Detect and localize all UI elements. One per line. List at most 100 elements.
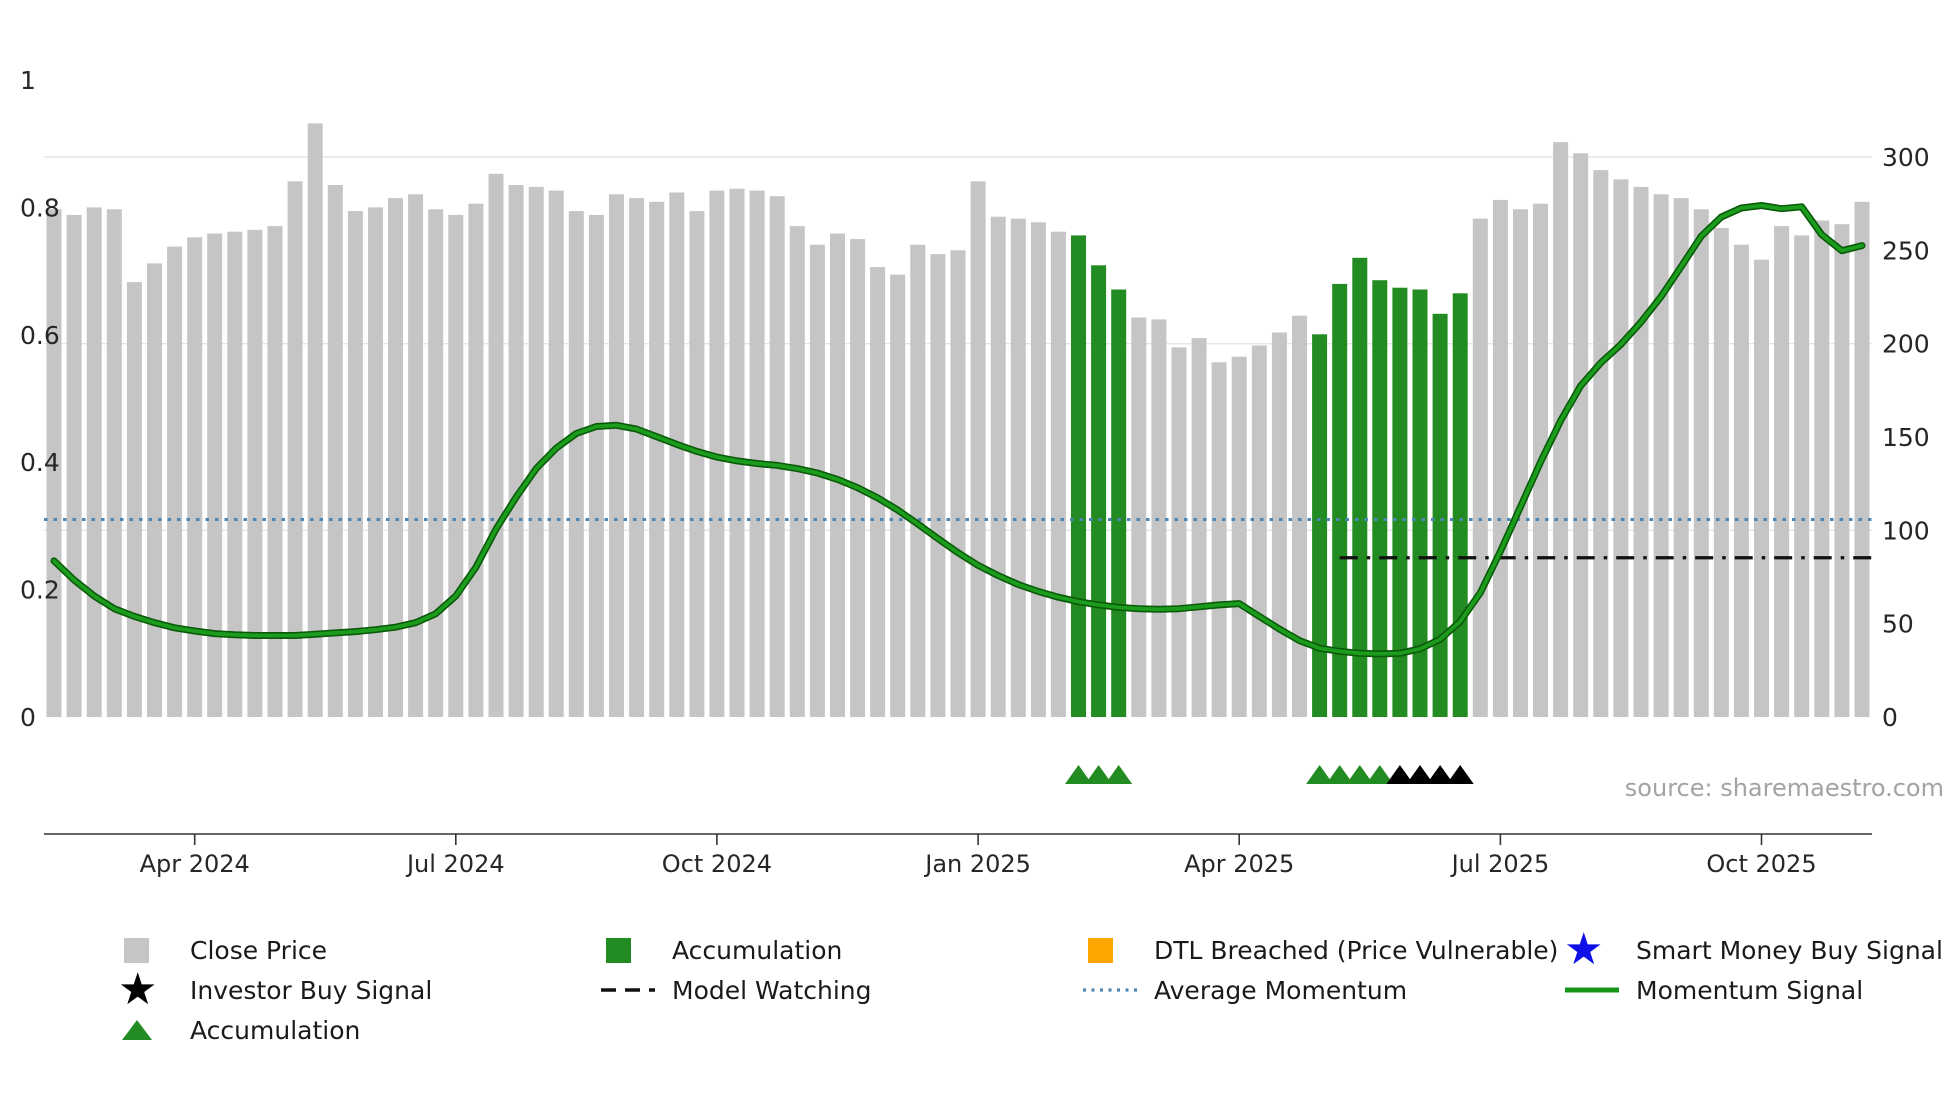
accumulation-marker xyxy=(1326,765,1354,784)
close-price-bar xyxy=(287,181,303,718)
close-price-bar xyxy=(1231,356,1247,717)
x-tick-label: Jan 2025 xyxy=(923,850,1031,878)
close-price-bar xyxy=(46,209,62,718)
legend-item-label: DTL Breached (Price Vulnerable) xyxy=(1154,935,1559,965)
legend-item-label: Average Momentum xyxy=(1154,975,1408,1005)
close-price-bar xyxy=(1673,198,1689,718)
legend-item-label: Investor Buy Signal xyxy=(190,975,433,1005)
close-price-bar xyxy=(548,190,564,718)
left-tick-label: 0.4 xyxy=(20,448,60,477)
close-price-bar xyxy=(1292,315,1307,717)
x-tick-label: Oct 2024 xyxy=(662,850,772,878)
close-price-bar xyxy=(247,229,263,718)
close-price-bar xyxy=(1553,142,1569,718)
close-price-bar xyxy=(749,190,765,718)
accumulation-bar xyxy=(1432,313,1448,717)
close-price-bar xyxy=(207,233,223,717)
investor-buy-marker xyxy=(1406,765,1434,784)
legend-item-smart-money-buy-signal: ★ Smart Money Buy Signal xyxy=(1564,924,1960,975)
close-price-bar xyxy=(488,173,504,718)
accumulation-bar xyxy=(1111,289,1127,717)
legend-item-label: Momentum Signal xyxy=(1636,975,1864,1005)
close-price-bar xyxy=(950,250,966,718)
close-price-bar xyxy=(588,214,604,717)
close-price-bar xyxy=(528,186,544,717)
legend: Close Price Accumulation DTL Breached (Pri… xyxy=(118,924,1960,1050)
close-price-bar xyxy=(428,209,444,718)
close-price-bar xyxy=(649,201,665,718)
x-tick-label: Jul 2024 xyxy=(405,850,505,878)
close-price-bar xyxy=(890,274,906,717)
investor-buy-marker xyxy=(1446,765,1474,784)
momentum-line xyxy=(52,203,1864,656)
close-price-bar xyxy=(86,207,102,717)
close-price-bar xyxy=(830,233,845,717)
legend-item-dtl-breached: DTL Breached (Price Vulnerable) xyxy=(1082,930,1564,970)
close-price-marker-icon xyxy=(118,930,182,970)
close-price-bar xyxy=(1774,226,1790,717)
close-price-bar xyxy=(408,194,424,718)
momentum-signal-marker-icon xyxy=(1564,970,1628,1010)
accumulation-bar xyxy=(1071,235,1086,717)
close-price-bar xyxy=(187,237,203,718)
left-axis: 0 0.2 0.4 0.6 0.8 1 xyxy=(20,66,60,732)
close-price-bar xyxy=(267,226,283,717)
x-tick-label: Oct 2025 xyxy=(1706,850,1816,878)
close-price-bar xyxy=(147,263,162,717)
close-price-bar xyxy=(809,244,825,717)
accumulation-bar xyxy=(1332,283,1348,717)
close-price-bar xyxy=(1131,317,1147,717)
legend-item-average-momentum: Average Momentum xyxy=(1082,970,1564,1010)
left-tick-label: 0.6 xyxy=(20,321,60,350)
close-price-bar xyxy=(850,239,866,717)
close-price-bar xyxy=(629,198,645,718)
legend-item-close-price: Close Price xyxy=(118,930,600,970)
x-tick-label: Apr 2024 xyxy=(140,850,250,878)
close-price-bar xyxy=(870,267,886,717)
legend-item-label: Accumulation xyxy=(190,1015,361,1045)
close-price-bar xyxy=(66,214,82,717)
close-price-bar xyxy=(1593,170,1609,718)
right-tick-label: 250 xyxy=(1882,236,1930,265)
accumulation-marker xyxy=(1366,765,1394,784)
close-price-bar xyxy=(729,188,745,717)
close-price-bar xyxy=(1733,244,1749,717)
close-price-bar xyxy=(1613,179,1629,717)
close-price-bar xyxy=(1513,209,1528,718)
price-momentum-chart: Apr 2024 Jul 2024 Oct 2024 Jan 2025 Apr 2025… xyxy=(20,66,1930,878)
close-price-bar xyxy=(1030,222,1046,718)
close-price-bar xyxy=(1653,194,1669,718)
close-price-bar xyxy=(1211,362,1227,717)
right-tick-label: 100 xyxy=(1882,516,1930,545)
close-price-bar xyxy=(1251,345,1267,717)
close-price-bar xyxy=(1171,347,1187,717)
close-price-bar xyxy=(1633,186,1649,717)
close-price-bar xyxy=(167,246,183,717)
close-price-bar xyxy=(1814,220,1830,717)
accumulation-bar xyxy=(1091,265,1107,717)
close-price-bar xyxy=(327,185,343,717)
accumulation-marker xyxy=(1346,765,1374,784)
close-price-bar xyxy=(468,203,484,717)
right-tick-label: 150 xyxy=(1882,423,1930,452)
legend-item-label: Smart Money Buy Signal xyxy=(1636,935,1943,965)
close-price-bar xyxy=(1754,259,1769,717)
close-price-bar xyxy=(307,123,323,717)
close-price-bar xyxy=(769,196,785,717)
accumulation-marker xyxy=(1065,765,1092,784)
close-price-bar xyxy=(609,194,624,718)
close-price-bar xyxy=(910,244,926,717)
accumulation-bar xyxy=(1392,287,1408,717)
close-price-bar xyxy=(347,211,363,717)
smart-money-buy-signal-marker-icon: ★ xyxy=(1564,924,1604,975)
legend-item-label: Model Watching xyxy=(672,975,872,1005)
legend-item-accumulation-bar: Accumulation xyxy=(600,930,1082,970)
model-watching-marker-icon xyxy=(600,970,664,1010)
close-price-bar xyxy=(508,185,524,717)
investor-buy-signal-marker-icon: ★ xyxy=(118,964,158,1015)
investor-buy-marker xyxy=(1386,765,1414,784)
close-price-bar xyxy=(1191,338,1207,717)
close-price-bar xyxy=(1693,209,1709,718)
accumulation-bar xyxy=(1452,293,1468,717)
